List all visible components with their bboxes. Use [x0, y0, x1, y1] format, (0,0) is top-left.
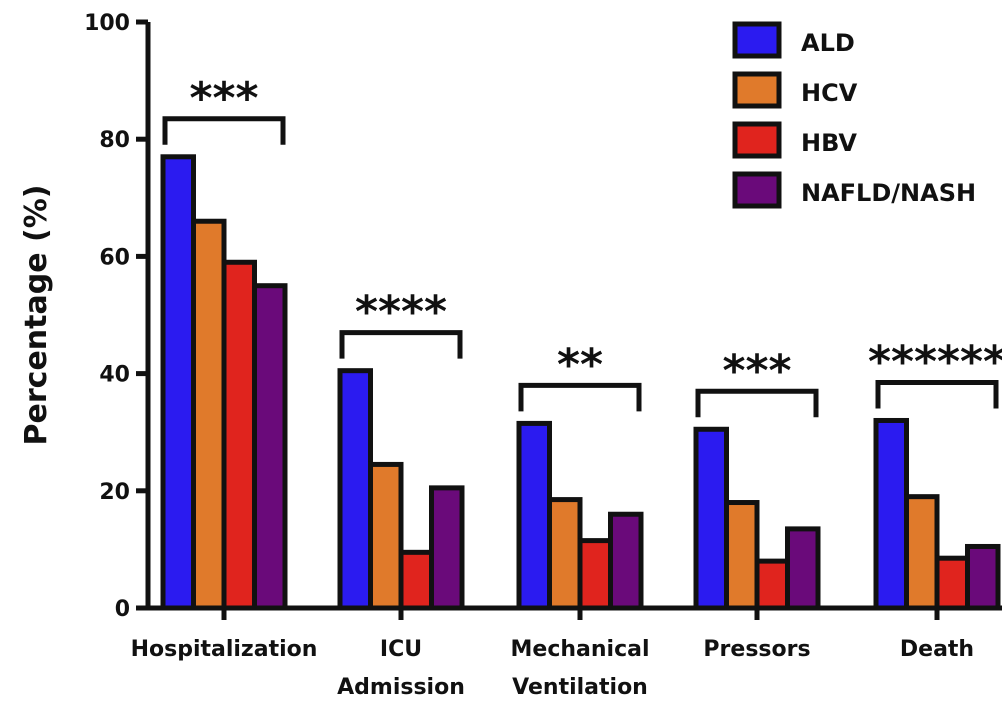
x-tick-label: Ventilation [512, 675, 648, 700]
bar-hcv-0 [191, 218, 227, 611]
legend-swatch [732, 71, 782, 109]
bar-ald-4 [873, 417, 909, 611]
bar-hbv-1 [398, 549, 434, 611]
significance-bracket [162, 116, 286, 145]
bar-nafld-nash-4 [965, 543, 1001, 611]
bar-hbv-3 [754, 558, 790, 611]
axes: 0 20 40 60 80 100 Percentage (%) [19, 11, 1002, 622]
significance-bracket [695, 388, 819, 418]
significance-bracket [518, 382, 642, 412]
legend-swatch [732, 171, 782, 209]
significance-brackets: ********* *** ****** [162, 73, 1002, 418]
y-tick-label: 80 [99, 128, 130, 153]
bar-hbv-0 [221, 259, 257, 611]
legend: ALD HCV HBV NAFLD/NASH [732, 21, 976, 209]
legend-label: HBV [801, 129, 857, 157]
significance-stars: *** [189, 73, 258, 124]
legend-label: HCV [801, 79, 858, 107]
significance-bracket [339, 330, 463, 359]
legend-swatch [732, 21, 782, 59]
y-tick-label: 20 [99, 480, 130, 505]
bar-ald-1 [337, 368, 373, 611]
bars [160, 154, 1001, 611]
x-tick-label: Death [900, 637, 974, 662]
bar-nafld-nash-0 [252, 283, 288, 611]
significance-bracket [875, 379, 999, 409]
bar-hcv-1 [368, 461, 404, 611]
bar-nafld-nash-3 [785, 526, 821, 611]
bar-nafld-nash-1 [429, 485, 465, 611]
bar-hcv-2 [547, 497, 583, 611]
y-axis-label: Percentage (%) [19, 185, 54, 446]
bar-hbv-4 [934, 555, 970, 611]
y-tick-label: 40 [99, 363, 130, 388]
bar-hcv-4 [904, 494, 940, 611]
bar-ald-3 [693, 426, 729, 611]
significance-stars: ** [557, 339, 603, 390]
legend-label: NAFLD/NASH [801, 179, 976, 207]
bar-hbv-2 [577, 538, 613, 611]
x-tick-label: Pressors [703, 637, 810, 662]
x-tick-label: ICU [380, 637, 422, 662]
legend-label: ALD [801, 29, 855, 57]
bar-ald-2 [516, 420, 552, 611]
category-labels: Hospitalization ICU Admission Mechanical Ven… [131, 637, 975, 700]
significance-stars: **** [355, 287, 447, 338]
significance-stars: *** [722, 345, 791, 396]
bar-hcv-3 [724, 500, 760, 611]
legend-swatch [732, 121, 782, 159]
y-tick-label: 0 [115, 597, 130, 622]
x-tick-label: Mechanical [511, 637, 650, 662]
significance-stars: ****** [868, 336, 1002, 387]
x-tick-label: Hospitalization [131, 637, 318, 662]
x-tick-label: Admission [337, 675, 465, 700]
y-tick-label: 60 [99, 245, 130, 270]
bar-nafld-nash-2 [608, 511, 644, 611]
y-tick-label: 100 [84, 11, 130, 36]
bar-ald-0 [160, 154, 196, 611]
